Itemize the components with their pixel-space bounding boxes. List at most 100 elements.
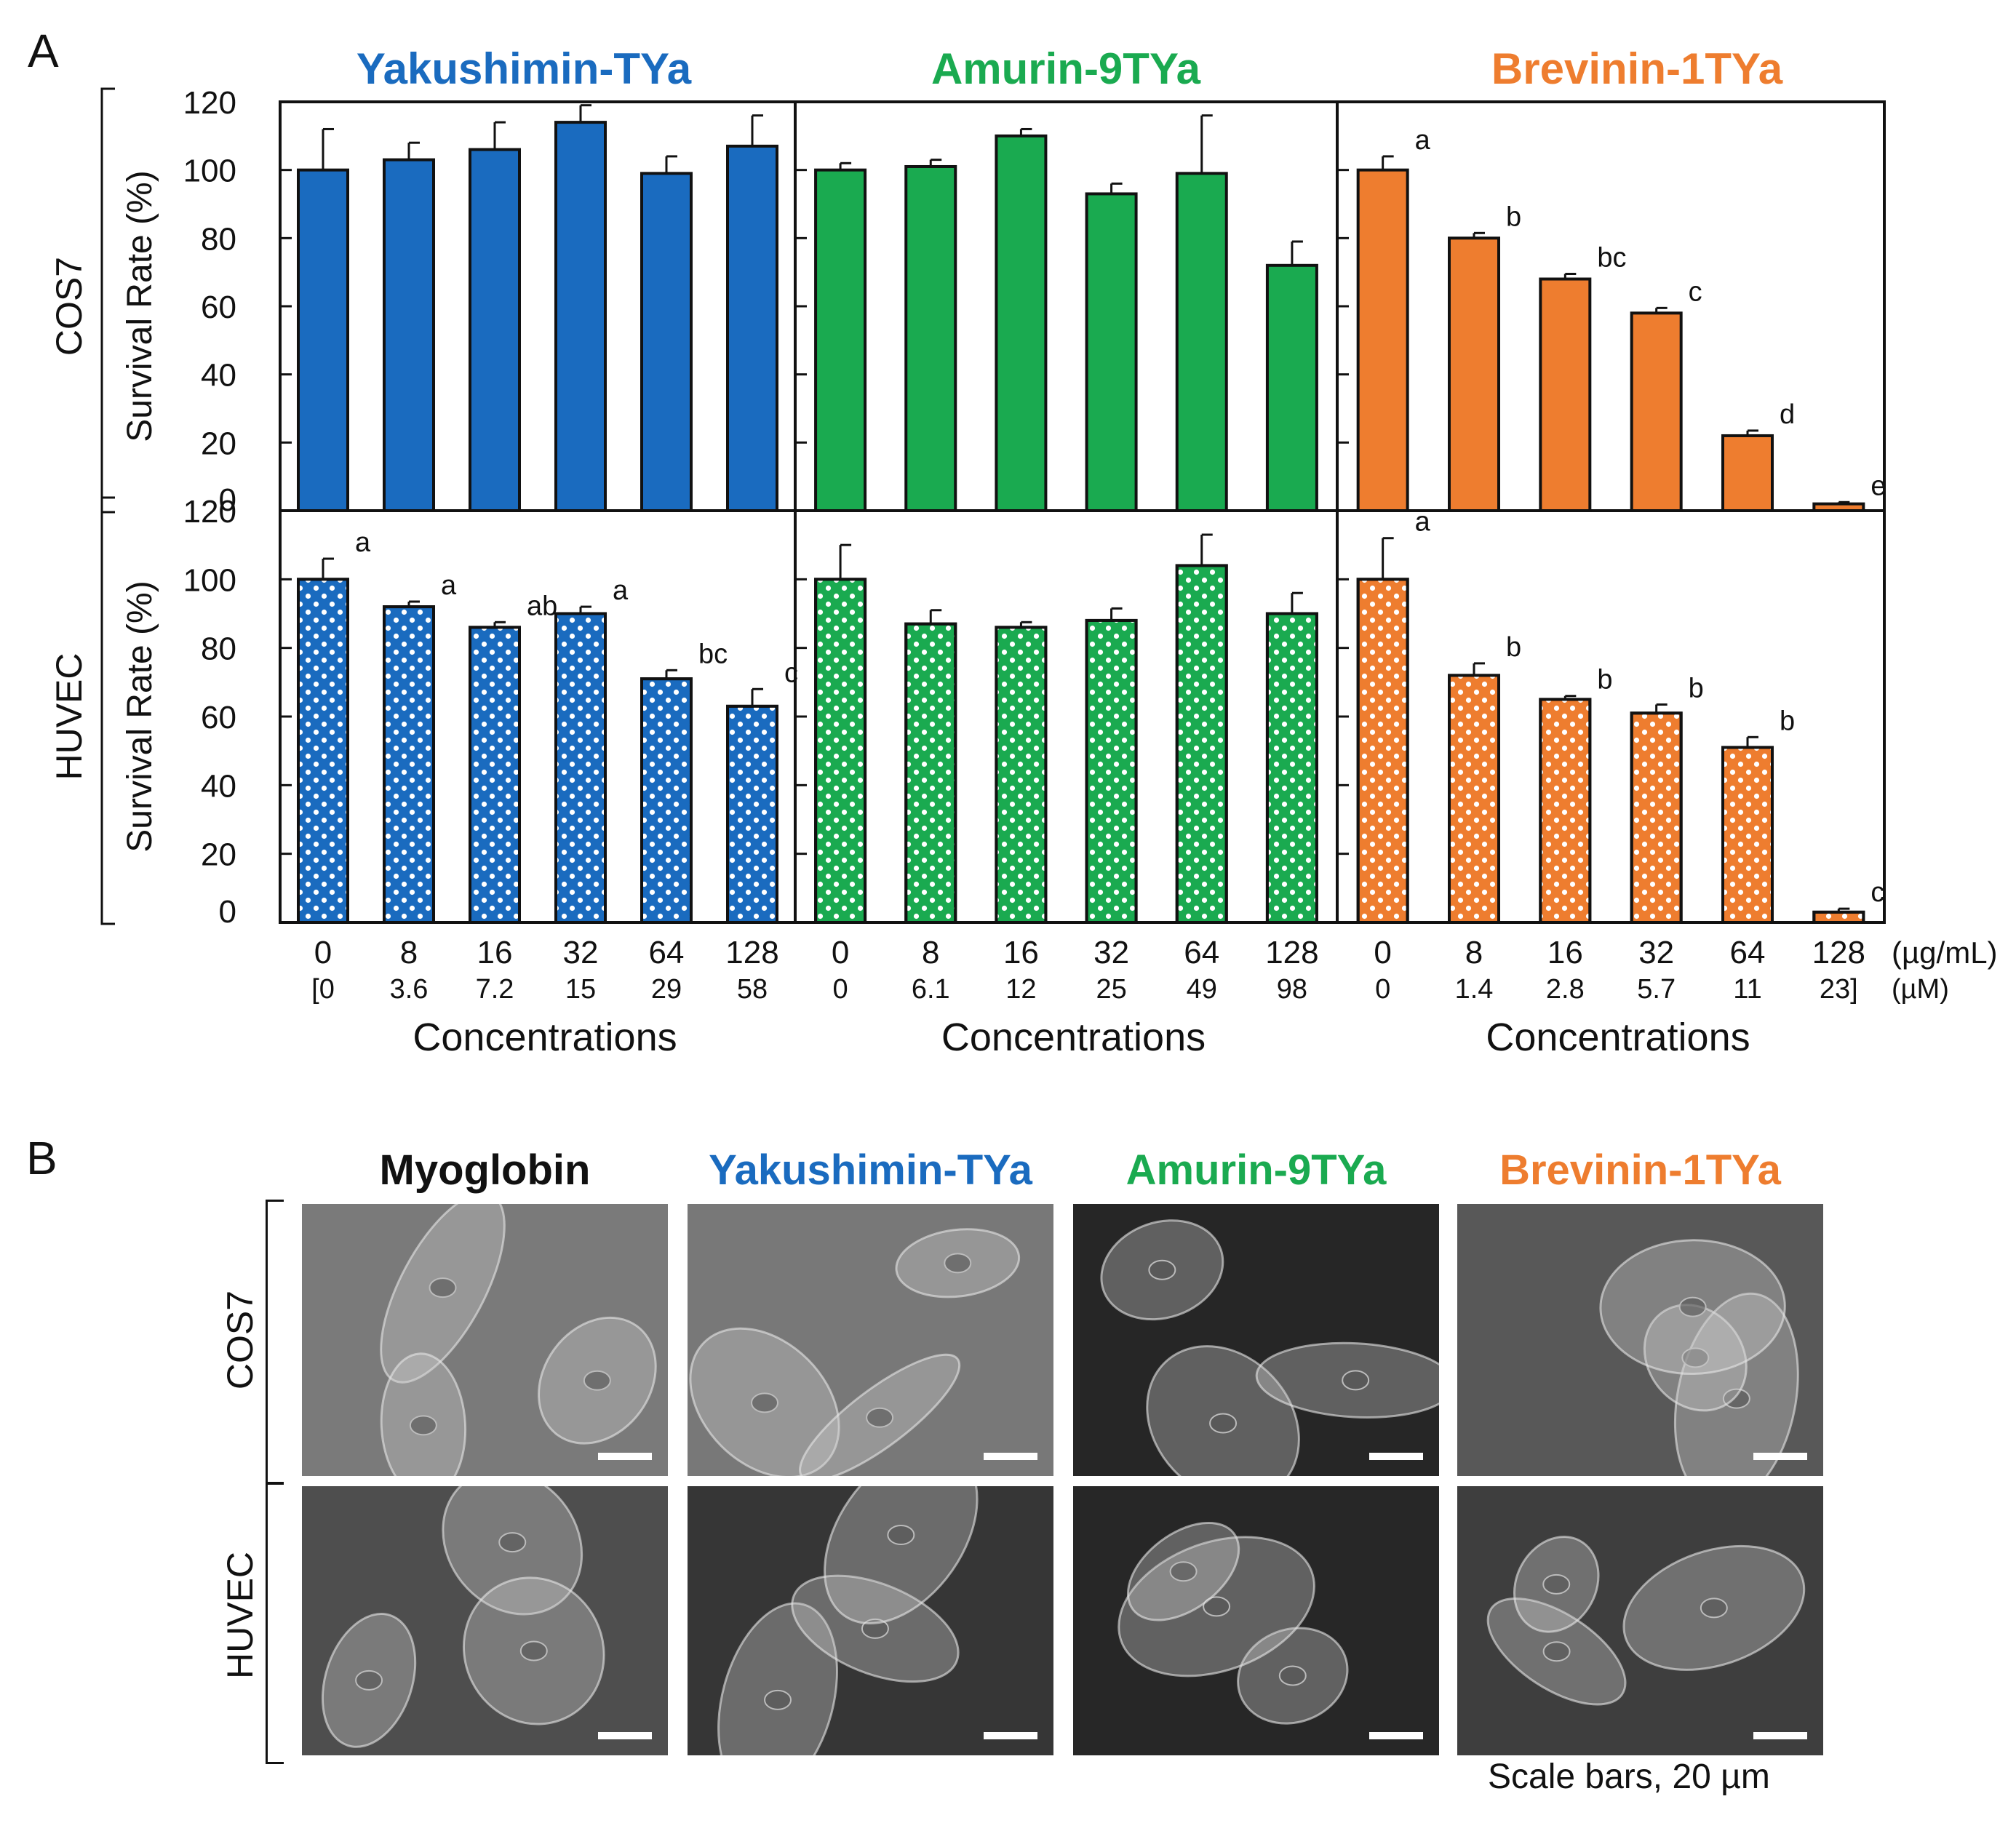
cell-image: [717, 1486, 979, 1755]
micrograph-image: [302, 1486, 668, 1755]
x-tick-label: 128: [1812, 935, 1865, 970]
x-tick-label: 8: [400, 935, 418, 970]
scale-bar: [598, 1732, 652, 1739]
y-axis-title: Survival Rate (%): [121, 581, 159, 852]
x-molar-label: 0: [1375, 974, 1390, 1005]
significance-letter: b: [1506, 632, 1521, 663]
panel-b-label: B: [26, 1132, 57, 1184]
bar-dot-pattern: [640, 677, 693, 924]
x-tick-label: 0: [832, 935, 849, 970]
bar-dot-pattern: [1721, 746, 1774, 924]
cell-image: [689, 1228, 1021, 1476]
scale-bar: [984, 1453, 1037, 1460]
cell-image: [1117, 1521, 1349, 1725]
significance-letter: b: [1780, 706, 1795, 736]
x-axis-title: Concentrations: [941, 1016, 1206, 1059]
bar-dot-pattern: [1085, 618, 1138, 925]
row-bracket: [100, 87, 115, 514]
peptide-title: Yakushimin-TYa: [356, 44, 692, 93]
row-bracket: [266, 1200, 284, 1485]
bar: [554, 121, 607, 513]
y-tick-label: 80: [201, 221, 236, 257]
micrograph-row-label: COS7: [220, 1290, 260, 1390]
scale-bar: [1753, 1732, 1807, 1739]
row-label: COS7: [49, 257, 89, 356]
bar: [297, 168, 349, 513]
scale-bar: [1369, 1732, 1423, 1739]
bar: [814, 168, 867, 513]
bar: [1721, 434, 1774, 513]
x-tick-label: 8: [922, 935, 939, 970]
micrograph-image: [1073, 1486, 1439, 1755]
x-molar-label: 7.2: [476, 974, 514, 1005]
x-molar-label: 12: [1005, 974, 1036, 1005]
significance-letter: a: [613, 575, 629, 606]
y-tick-label: 120: [183, 494, 236, 530]
significance-letter: b: [1689, 673, 1704, 703]
micrograph-row-label: HUVEC: [220, 1551, 260, 1679]
micrograph-column-title: Brevinin-1TYa: [1499, 1146, 1781, 1194]
scale-bar: [984, 1732, 1037, 1739]
micrograph-image: [302, 1204, 668, 1476]
bar-dot-pattern: [1630, 711, 1683, 924]
x-molar-label: 1.4: [1455, 974, 1494, 1005]
bar-dot-pattern: [1265, 612, 1318, 924]
bar: [383, 158, 435, 512]
x-tick-label: 16: [1003, 935, 1039, 970]
bar: [1539, 277, 1592, 512]
bar-dot-pattern: [814, 578, 867, 924]
y-tick-label: 80: [201, 631, 236, 667]
bar: [1085, 192, 1138, 512]
cell-image: [1599, 1239, 1799, 1476]
significance-letter: c: [1870, 877, 1884, 908]
scale-bar: [1753, 1453, 1807, 1460]
micrograph-image: [688, 1204, 1053, 1476]
bar-dot-pattern: [469, 626, 521, 924]
x-molar-label: 5.7: [1637, 974, 1676, 1005]
x-molar-label: 2.8: [1546, 974, 1585, 1005]
chart-layer: Yakushimin-TYa Amurin-9TYa Brevinin-1TYa 12…: [49, 44, 1998, 1059]
x-molar-label: 29: [651, 974, 682, 1005]
bar: [726, 144, 778, 512]
x-axis-title: Concentrations: [413, 1016, 677, 1059]
x-molar-label: 25: [1096, 974, 1126, 1005]
y-tick-label: 100: [183, 562, 236, 598]
x-molar-label: 15: [565, 974, 596, 1005]
significance-letter: bc: [698, 639, 728, 669]
bar: [1265, 263, 1318, 512]
x-molar-label: 0: [833, 974, 848, 1005]
y-tick-label: 120: [183, 85, 236, 121]
x-tick-label: 32: [1638, 935, 1674, 970]
bar-dot-pattern: [1812, 910, 1865, 924]
x-tick-label: 64: [1184, 935, 1219, 970]
bar: [1175, 172, 1228, 512]
bar-dot-pattern: [904, 622, 957, 925]
x-molar-label: 23]: [1820, 974, 1858, 1005]
bar: [1812, 502, 1865, 513]
x-tick-label: 0: [314, 935, 332, 970]
bar-dot-pattern: [297, 578, 349, 924]
peptide-title: Brevinin-1TYa: [1491, 44, 1783, 93]
x-tick-label: 64: [1730, 935, 1766, 970]
y-tick-label: 0: [219, 894, 236, 930]
micrograph-column-title: Myoglobin: [379, 1146, 591, 1194]
significance-letter: b: [1506, 202, 1521, 232]
y-tick-label: 40: [201, 768, 236, 804]
micrograph-image: [1457, 1204, 1823, 1476]
cell-image: [321, 1486, 605, 1748]
y-tick-label: 20: [201, 837, 236, 873]
x-molar-label: 3.6: [390, 974, 429, 1005]
bar: [1448, 236, 1500, 512]
bar: [1630, 311, 1683, 512]
x-molar-label: 11: [1733, 974, 1761, 1005]
bar-dot-pattern: [1175, 564, 1228, 924]
x-tick-label: 128: [1265, 935, 1318, 970]
y-tick-label: 100: [183, 153, 236, 189]
x-tick-label: 64: [649, 935, 685, 970]
cell-image: [1100, 1219, 1439, 1476]
bar-dot-pattern: [726, 704, 778, 924]
x-axis-title: Concentrations: [1486, 1016, 1750, 1059]
bar: [995, 134, 1048, 513]
bar-dot-pattern: [554, 612, 607, 924]
